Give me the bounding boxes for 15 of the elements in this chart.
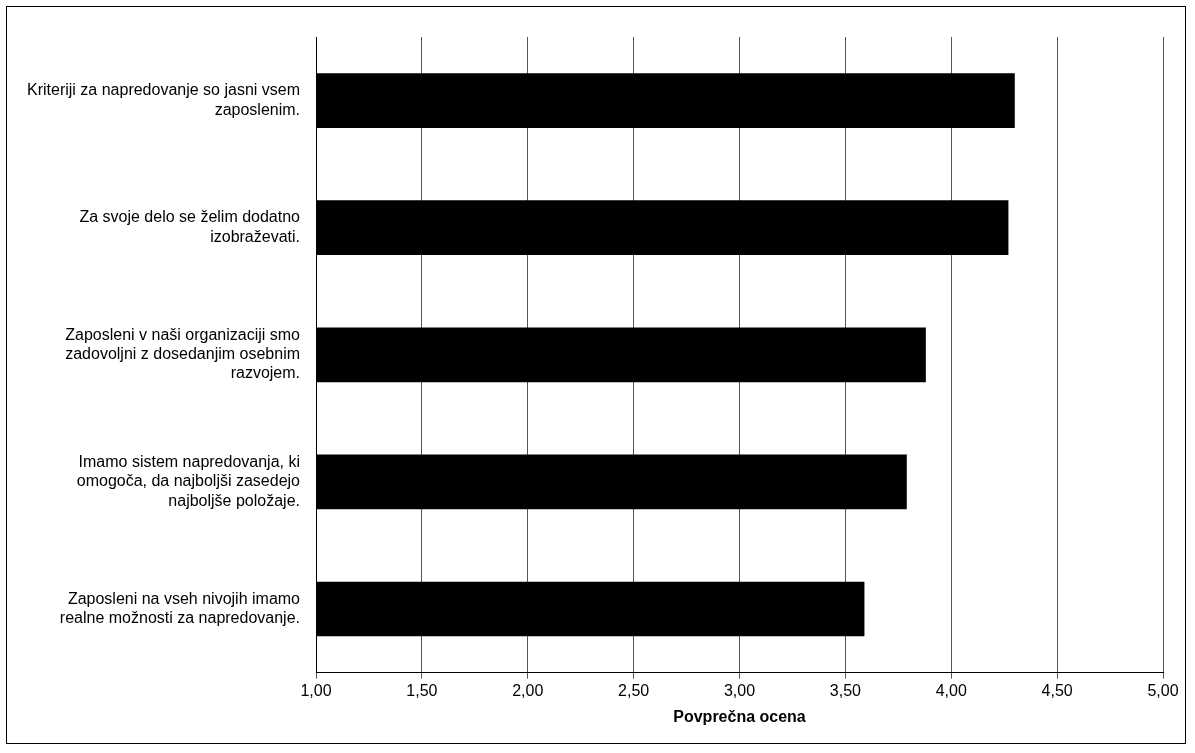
x-tick-label: 2,00 bbox=[512, 681, 544, 699]
y-tick-label: Imamo sistem napredovanja, ki omogoča, da najboljši zasedejo najboljše položaje. bbox=[76, 453, 301, 509]
y-tick-label: Kriteriji za napredovanje so jasni vsem zaposlenim. bbox=[27, 81, 301, 118]
x-axis-title: Povprečna ocena bbox=[673, 707, 806, 725]
y-tick-label: Za svoje delo se želim dodatno izobraževati. bbox=[79, 208, 301, 245]
x-tick-label: 5,00 bbox=[1147, 681, 1179, 699]
y-tick-label: Zaposleni v naši organizaciji smo zadovoljni z dosedanjim osebnim razvojem. bbox=[65, 326, 301, 382]
x-tick-label: 1,50 bbox=[406, 681, 438, 699]
x-tick-label: 4,00 bbox=[935, 681, 967, 699]
x-tick-label: 3,00 bbox=[723, 681, 756, 699]
x-tick-label: 2,50 bbox=[618, 681, 650, 699]
x-tick-label: 4,50 bbox=[1041, 681, 1073, 699]
x-tick-label: 3,50 bbox=[829, 681, 862, 699]
x-tick-label: 1,00 bbox=[300, 681, 332, 699]
y-tick-label: Zaposleni na vseh nivojih imamo realne možnosti za napredovanje. bbox=[59, 589, 301, 627]
